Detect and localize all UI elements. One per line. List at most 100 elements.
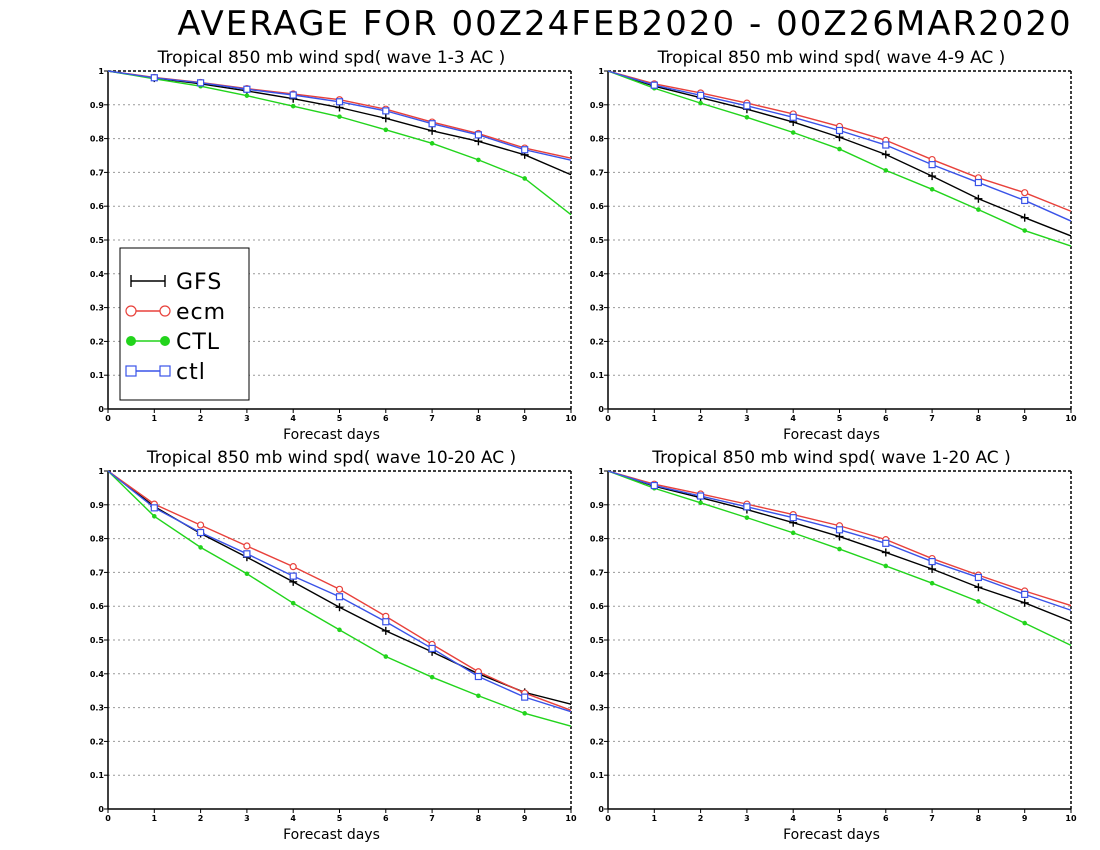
data-point	[974, 573, 983, 582]
x-tick-label: 7	[929, 414, 935, 423]
data-point	[381, 626, 390, 635]
data-point	[881, 150, 890, 159]
x-tick-label: 7	[929, 814, 935, 823]
data-point	[789, 514, 797, 522]
x-tick-label: 5	[337, 814, 343, 823]
y-tick-label: 0.8	[90, 135, 105, 144]
data-point	[522, 711, 528, 716]
data-point	[243, 85, 251, 93]
series-CTL	[607, 70, 1072, 247]
data-point	[150, 504, 158, 512]
y-tick-label: 0.8	[590, 135, 605, 144]
data-point	[428, 126, 437, 135]
data-point	[976, 599, 981, 604]
data-point	[243, 550, 251, 558]
series-ctl	[607, 470, 1072, 611]
y-tick-label: 0.4	[90, 270, 105, 279]
x-tick-label: 4	[290, 414, 296, 423]
x-tick-label: 2	[198, 414, 204, 423]
legend-marker	[125, 305, 137, 317]
y-tick-label: 0.5	[90, 636, 105, 645]
data-point	[976, 207, 981, 212]
y-tick-label: 0.9	[590, 101, 605, 110]
data-point	[929, 580, 935, 586]
x-tick-label: 1	[152, 814, 158, 823]
data-point	[381, 114, 390, 123]
y-tick-label: 0.2	[90, 337, 104, 346]
data-point	[743, 102, 751, 110]
data-point	[928, 557, 936, 566]
x-tick-label: 7	[429, 414, 435, 423]
series-line-ctl	[607, 70, 1072, 222]
data-point	[521, 693, 529, 701]
y-tick-label: 0.6	[90, 202, 105, 211]
data-point	[928, 565, 937, 574]
series-ctl	[107, 470, 572, 713]
data-point	[428, 644, 436, 653]
series-line-GFS	[607, 470, 1072, 623]
x-tick-label: 0	[605, 414, 611, 423]
data-point	[1020, 598, 1029, 607]
legend-label: CTL	[176, 330, 220, 355]
y-tick-label: 0	[598, 805, 604, 814]
data-point	[1021, 196, 1029, 205]
data-point	[290, 600, 296, 606]
data-point	[929, 187, 935, 192]
x-tick-label: 4	[790, 814, 796, 823]
x-tick-label: 8	[976, 814, 982, 823]
data-point	[1021, 189, 1029, 197]
y-tick-label: 0.1	[90, 371, 105, 380]
x-axis-label: Forecast days	[783, 427, 880, 443]
y-tick-label: 0	[98, 405, 104, 414]
data-point	[837, 546, 842, 552]
data-point	[197, 528, 205, 537]
y-tick-label: 0.7	[590, 568, 604, 577]
data-point	[881, 548, 890, 557]
legend-marker	[125, 365, 137, 377]
x-tick-label: 9	[522, 814, 528, 823]
x-tick-label: 6	[383, 414, 389, 423]
y-tick-label: 0.4	[90, 670, 105, 679]
panel-title: Tropical 850 mb wind spd( wave 10-20 AC …	[146, 448, 516, 468]
series-line-CTL	[607, 70, 1072, 247]
chart-panel-3: Tropical 850 mb wind spd( wave 10-20 AC …	[90, 448, 577, 843]
series-ctl	[107, 70, 572, 161]
data-point	[337, 627, 342, 633]
data-point	[835, 126, 844, 135]
data-point	[476, 157, 481, 163]
x-tick-label: 10	[1065, 814, 1077, 823]
legend-label: ecm	[176, 300, 226, 325]
x-tick-label: 0	[105, 814, 111, 823]
data-point	[1022, 620, 1027, 626]
y-tick-label: 0.9	[90, 501, 105, 510]
data-point	[974, 194, 983, 203]
data-point	[974, 583, 983, 592]
x-tick-label: 1	[152, 414, 158, 423]
x-tick-label: 8	[476, 414, 482, 423]
x-tick-label: 9	[1022, 814, 1028, 823]
x-tick-label: 8	[476, 814, 482, 823]
data-point	[835, 532, 844, 541]
series-CTL	[107, 470, 572, 727]
data-point	[650, 81, 658, 89]
x-tick-label: 1	[652, 414, 658, 423]
x-tick-label: 6	[883, 414, 889, 423]
series-line-CTL	[607, 470, 1072, 647]
data-point	[650, 481, 658, 490]
data-point	[382, 107, 390, 115]
x-tick-label: 5	[837, 814, 843, 823]
y-tick-label: 0.2	[590, 337, 604, 346]
data-point	[383, 127, 389, 133]
x-tick-label: 2	[698, 814, 704, 823]
x-tick-label: 3	[744, 414, 750, 423]
data-point	[198, 545, 203, 550]
x-tick-label: 0	[605, 814, 611, 823]
panel-title: Tropical 850 mb wind spd( wave 4-9 AC )	[657, 48, 1006, 68]
x-tick-label: 6	[883, 814, 889, 823]
data-point	[835, 133, 844, 142]
data-point	[243, 542, 251, 550]
data-point	[1020, 213, 1029, 222]
data-point	[476, 693, 481, 699]
data-point	[429, 674, 435, 680]
y-tick-label: 0.1	[590, 771, 605, 780]
